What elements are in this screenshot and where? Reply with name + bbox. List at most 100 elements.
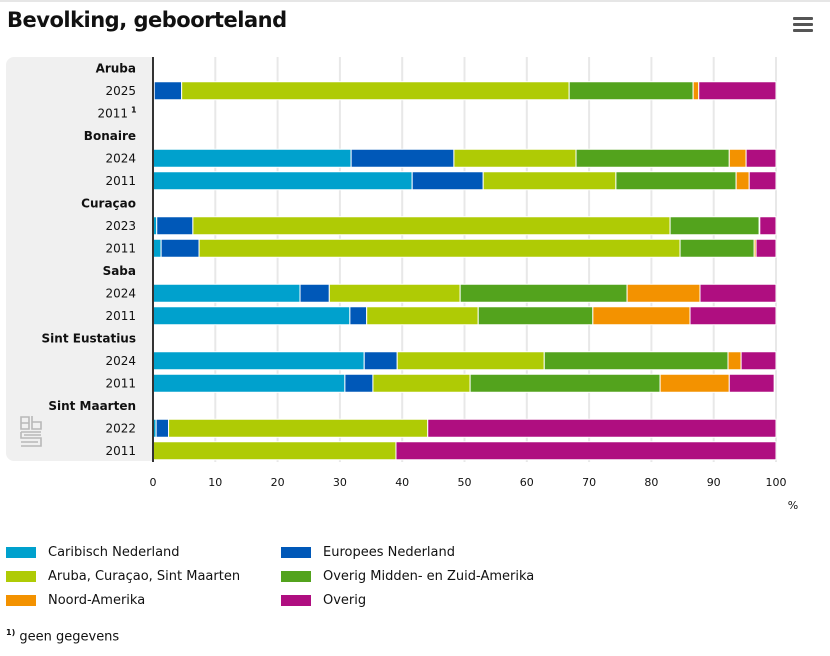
bar-segment-overig xyxy=(699,283,777,303)
legend-item[interactable]: Noord-Amerika xyxy=(6,593,145,608)
legend-item[interactable]: Caribisch Nederland xyxy=(6,545,180,560)
legend-swatch xyxy=(6,571,36,582)
legend-label: Caribisch Nederland xyxy=(48,545,180,560)
bar-segment-overig-midden-en-zuid-amerika xyxy=(679,238,755,258)
bar-segment-overig-midden-en-zuid-amerika xyxy=(543,351,729,371)
hamburger-menu-icon[interactable] xyxy=(793,17,815,37)
row-label: 2011 xyxy=(97,106,128,120)
row-label: 2011 xyxy=(105,174,136,188)
bar-segment-overig-midden-en-zuid-amerika xyxy=(575,148,730,168)
top-border xyxy=(0,0,830,2)
footnote: 1) geen gegevens xyxy=(6,628,119,644)
bar-segment-aruba-cura-ao-sint-maarten xyxy=(482,171,617,191)
footnote-ref: 1 xyxy=(131,105,137,114)
legend-swatch xyxy=(281,595,311,606)
legend-item[interactable]: Europees Nederland xyxy=(281,545,455,560)
legend-item[interactable]: Aruba, Curaçao, Sint Maarten xyxy=(6,569,240,584)
x-tick-label: 80 xyxy=(644,476,658,489)
group-label: Aruba xyxy=(96,61,136,75)
x-tick-label: 10 xyxy=(208,476,222,489)
bar-segment-caribisch-nederland xyxy=(152,171,413,191)
bar-segment-caribisch-nederland xyxy=(152,306,351,326)
group-label: Bonaire xyxy=(84,129,136,143)
bar-segment-aruba-cura-ao-sint-maarten xyxy=(192,216,671,236)
bar-segment-overig xyxy=(740,351,777,371)
bar-segment-noord-amerika xyxy=(735,171,750,191)
bar-segment-overig-midden-en-zuid-amerika xyxy=(459,283,628,303)
x-tick-label: 60 xyxy=(520,476,534,489)
bar-segment-europees-nederland xyxy=(349,306,368,326)
bar-segment-aruba-cura-ao-sint-maarten xyxy=(366,306,479,326)
row-label: 2024 xyxy=(105,151,136,165)
legend-label: Europees Nederland xyxy=(323,545,456,560)
bar-segment-caribisch-nederland xyxy=(152,351,365,371)
row-label: 2011 xyxy=(105,309,136,323)
legend-swatch xyxy=(281,547,311,558)
bar-segment-europees-nederland xyxy=(156,216,194,236)
chart-title: Bevolking, geboorteland xyxy=(7,8,287,32)
row-label: 2024 xyxy=(105,354,136,368)
bar-segment-europees-nederland xyxy=(411,171,484,191)
legend-label: Overig xyxy=(323,593,367,608)
bar-segment-europees-nederland xyxy=(153,81,183,101)
bar-segment-overig-midden-en-zuid-amerika xyxy=(669,216,760,236)
x-tick-label: 100 xyxy=(766,476,787,489)
group-label: Sint Maarten xyxy=(48,399,136,413)
row-label: 2011 xyxy=(105,376,136,390)
footnote-text: geen gegevens xyxy=(19,629,120,645)
bar-segment-overig xyxy=(728,373,775,393)
row-label: 2011 xyxy=(105,444,136,458)
legend-swatch xyxy=(281,571,311,582)
bar-segment-europees-nederland xyxy=(155,418,170,438)
group-label: Saba xyxy=(103,264,136,278)
legend-label: Overig Midden- en Zuid-Amerika xyxy=(323,569,535,584)
bar-segment-aruba-cura-ao-sint-maarten xyxy=(453,148,577,168)
x-tick-label: 50 xyxy=(458,476,472,489)
bar-segment-overig xyxy=(395,441,777,461)
bar-segment-europees-nederland xyxy=(363,351,398,371)
bar-segment-caribisch-nederland xyxy=(152,283,301,303)
bar-segment-europees-nederland xyxy=(350,148,455,168)
bar-segment-europees-nederland xyxy=(299,283,330,303)
bar-segment-aruba-cura-ao-sint-maarten xyxy=(328,283,461,303)
bar-segment-noord-amerika xyxy=(728,148,747,168)
bar-segment-caribisch-nederland xyxy=(152,238,162,258)
group-label: Curaçao xyxy=(81,196,136,210)
legend-item[interactable]: Overig xyxy=(281,593,366,608)
bar-segment-aruba-cura-ao-sint-maarten xyxy=(152,441,397,461)
row-label: 2011 xyxy=(105,241,136,255)
x-tick-label: 90 xyxy=(707,476,721,489)
bar-segment-europees-nederland xyxy=(344,373,374,393)
x-tick-label: 30 xyxy=(333,476,347,489)
bar-segment-noord-amerika xyxy=(692,81,700,101)
bar-segment-noord-amerika xyxy=(727,351,742,371)
footnote-marker: 1) xyxy=(6,628,16,637)
bar-segment-europees-nederland xyxy=(160,238,200,258)
bar-segment-caribisch-nederland xyxy=(152,373,346,393)
row-label: 2022 xyxy=(105,421,136,435)
x-tick-label: 70 xyxy=(582,476,596,489)
bar-segment-overig xyxy=(745,148,777,168)
x-tick-label: 40 xyxy=(395,476,409,489)
bar-segment-overig-midden-en-zuid-amerika xyxy=(477,306,594,326)
bar-segment-overig xyxy=(755,238,777,258)
legend-item[interactable]: Overig Midden- en Zuid-Amerika xyxy=(281,569,534,584)
bar-segment-overig xyxy=(748,171,777,191)
cbs-logo-icon xyxy=(20,416,42,447)
bar-segment-noord-amerika xyxy=(659,373,730,393)
x-tick-label: 0 xyxy=(150,476,157,489)
bar-segment-aruba-cura-ao-sint-maarten xyxy=(372,373,471,393)
bar-segment-overig xyxy=(689,306,777,326)
legend-swatch xyxy=(6,595,36,606)
row-label: 2024 xyxy=(105,286,136,300)
category-label-panel xyxy=(6,57,154,461)
bar-segment-overig-midden-en-zuid-amerika xyxy=(615,171,737,191)
bar-segment-aruba-cura-ao-sint-maarten xyxy=(198,238,681,258)
legend-swatch xyxy=(6,547,36,558)
x-axis-label: % xyxy=(788,499,798,512)
legend-label: Aruba, Curaçao, Sint Maarten xyxy=(48,569,241,584)
bar-segment-overig xyxy=(759,216,777,236)
bar-segment-overig xyxy=(427,418,777,438)
bar-segment-aruba-cura-ao-sint-maarten xyxy=(181,81,570,101)
